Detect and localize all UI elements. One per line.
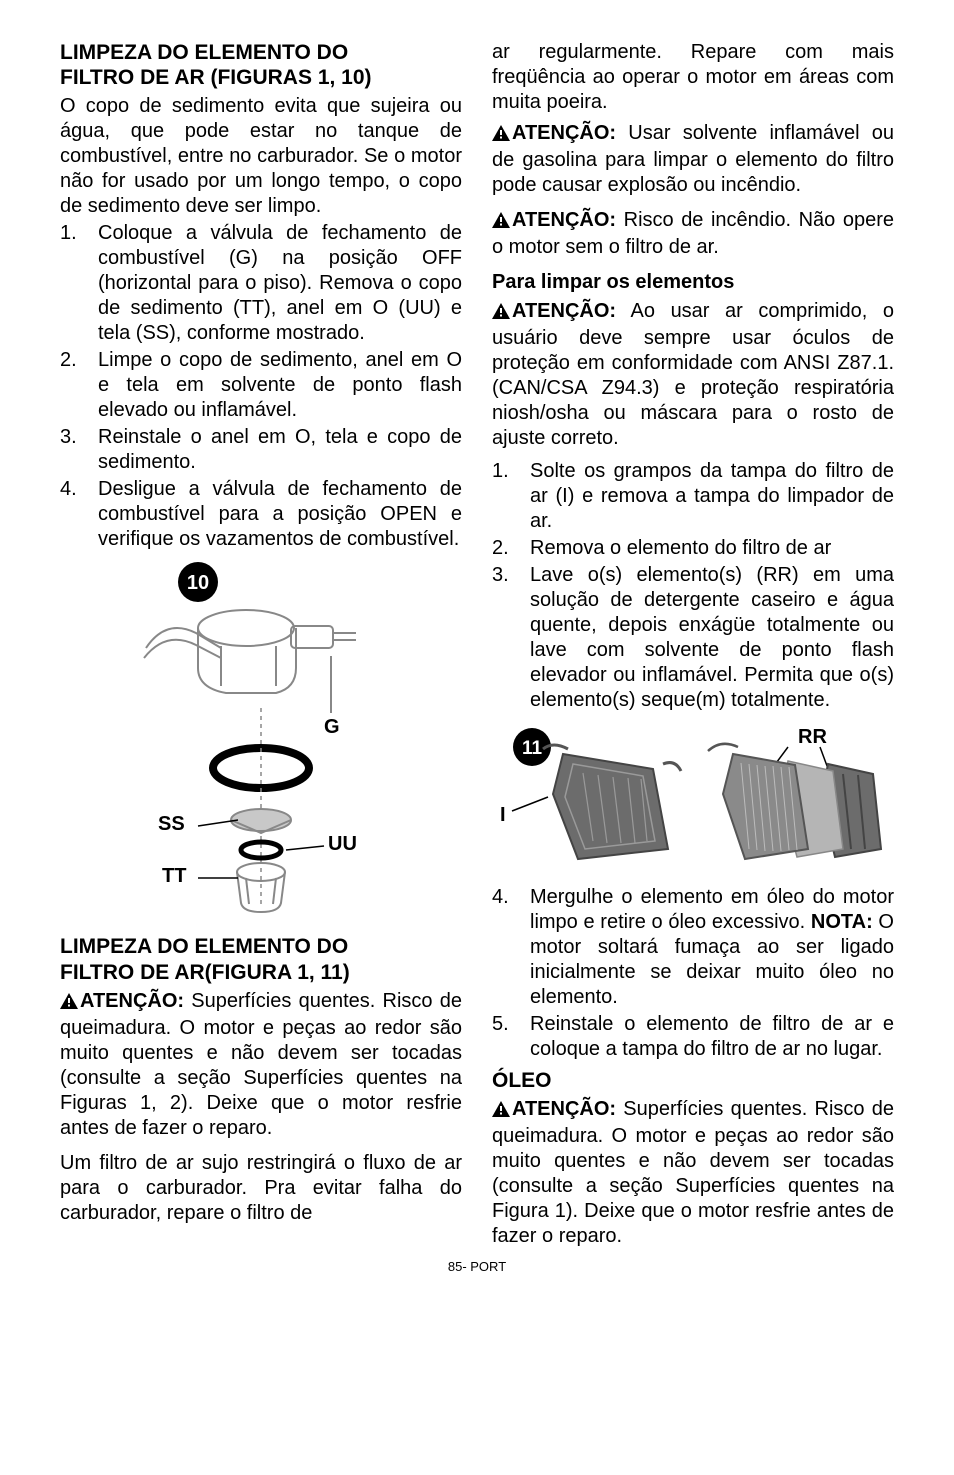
list-item-number: 4. [60, 477, 98, 552]
list-item: 1.Solte os grampos da tampa do filtro de… [492, 459, 894, 534]
list-item-text: Lave o(s) elemento(s) (RR) em uma soluçã… [530, 563, 894, 713]
warning-superficies-1: ATENÇÃO: Superfícies quentes. Risco de q… [60, 989, 462, 1141]
warning-icon [60, 991, 78, 1016]
warning-label: ATENÇÃO: [512, 209, 616, 231]
list-item: 2.Limpe o copo de sedimento, anel em O e… [60, 348, 462, 423]
list-item-text: Reinstale o anel em O, tela e copo de se… [98, 425, 462, 475]
list-item: 2.Remova o elemento do filtro de ar [492, 536, 894, 561]
heading2-line-2: FILTRO DE AR(FIGURA 1, 11) [60, 961, 350, 984]
list-sedimento-steps: 1.Coloque a válvula de fechamento de com… [60, 221, 462, 552]
figure-10-label-tt: TT [162, 865, 186, 887]
list-item-text: Solte os grampos da tampa do filtro de a… [530, 459, 894, 534]
list-item-text: Mergulhe o elemento em óleo do motor lim… [530, 885, 894, 1010]
warning-icon [492, 301, 510, 326]
figure-11: 11 RR I [488, 719, 894, 869]
figure-10-svg: 10 G [126, 558, 396, 918]
warning-label: ATENÇÃO: [512, 1098, 616, 1120]
list-item-number: 5. [492, 1012, 530, 1062]
warning-label: ATENÇÃO: [512, 300, 616, 322]
figure-10-badge-text: 10 [187, 572, 209, 594]
list-item-number: 2. [492, 536, 530, 561]
list-item-number: 3. [60, 425, 98, 475]
warning-text: Superfícies quentes. Risco de queimadura… [60, 990, 462, 1139]
list-item: 5.Reinstale o elemento de filtro de ar e… [492, 1012, 894, 1062]
list-item: 3.Lave o(s) elemento(s) (RR) em uma solu… [492, 563, 894, 713]
figure-10: 10 G [60, 558, 462, 918]
warning-text: Superfícies quentes. Risco de queimadura… [492, 1098, 894, 1247]
heading-line-2: FILTRO DE AR (FIGURAS 1, 10) [60, 66, 372, 89]
warning-icon [492, 210, 510, 235]
figure-11-svg: 11 RR I [488, 719, 888, 869]
paragraph-sedimento: O copo de sedimento evita que sujeira ou… [60, 94, 462, 219]
warning-incendio: ATENÇÃO: Risco de incêndio. Não opere o … [492, 208, 894, 260]
paragraph-filtro-sujo: Um filtro de ar sujo restringirá o fluxo… [60, 1151, 462, 1226]
figure-10-label-ss: SS [158, 813, 185, 835]
left-column: LIMPEZA DO ELEMENTO DO FILTRO DE AR (FIG… [60, 40, 462, 1249]
list-item: 1.Coloque a válvula de fechamento de com… [60, 221, 462, 346]
heading2-line-1: LIMPEZA DO ELEMENTO DO [60, 935, 348, 958]
warning-ar-comprimido: ATENÇÃO: Ao usar ar comprimido, o usuári… [492, 299, 894, 451]
warning-label: ATENÇÃO: [80, 990, 184, 1012]
list-item: 4.Mergulhe o elemento em óleo do motor l… [492, 885, 894, 1010]
heading-oleo: ÓLEO [492, 1068, 894, 1093]
list-item-text: Remova o elemento do filtro de ar [530, 536, 894, 561]
list-item: 3.Reinstale o anel em O, tela e copo de … [60, 425, 462, 475]
page-footer: 85- PORT [60, 1259, 894, 1275]
list-item-number: 1. [492, 459, 530, 534]
heading-line-1: LIMPEZA DO ELEMENTO DO [60, 41, 348, 64]
warning-solvente: ATENÇÃO: Usar solvente inflamável ou de … [492, 121, 894, 198]
figure-11-label-rr: RR [798, 726, 827, 748]
list-item: 4.Desligue a válvula de fechamento de co… [60, 477, 462, 552]
list-item-number: 1. [60, 221, 98, 346]
list-limpar-elementos: 1.Solte os grampos da tampa do filtro de… [492, 459, 894, 713]
figure-11-badge-text: 11 [522, 738, 543, 759]
warning-text: Ao usar ar comprimido, o usuário deve se… [492, 300, 894, 449]
subheading-para-limpar: Para limpar os elementos [492, 270, 894, 295]
heading-limpeza-ar-fig1-11: LIMPEZA DO ELEMENTO DO FILTRO DE AR(FIGU… [60, 934, 462, 984]
list-item-text: Coloque a válvula de fechamento de combu… [98, 221, 462, 346]
list-item-number: 2. [60, 348, 98, 423]
figure-10-label-g: G [324, 716, 340, 738]
figure-11-label-i: I [500, 804, 506, 826]
right-column: ar regularmente. Repare com mais freqüên… [492, 40, 894, 1249]
paragraph-ar-regularmente: ar regularmente. Repare com mais freqüên… [492, 40, 894, 115]
warning-icon [492, 1099, 510, 1124]
two-column-layout: LIMPEZA DO ELEMENTO DO FILTRO DE AR (FIG… [60, 40, 894, 1249]
figure-10-label-uu: UU [328, 833, 357, 855]
warning-superficies-2: ATENÇÃO: Superfícies quentes. Risco de q… [492, 1097, 894, 1249]
list-item-text: Limpe o copo de sedimento, anel em O e t… [98, 348, 462, 423]
warning-label: ATENÇÃO: [512, 122, 616, 144]
list-item-text: Desligue a válvula de fechamento de comb… [98, 477, 462, 552]
warning-icon [492, 123, 510, 148]
list-item-number: 4. [492, 885, 530, 1010]
heading-limpeza-ar-fig1-10: LIMPEZA DO ELEMENTO DO FILTRO DE AR (FIG… [60, 40, 462, 90]
list-item-text: Reinstale o elemento de filtro de ar e c… [530, 1012, 894, 1062]
nota-label: NOTA: [811, 911, 873, 933]
list-item-number: 3. [492, 563, 530, 713]
list-limpar-elementos-2: 4.Mergulhe o elemento em óleo do motor l… [492, 885, 894, 1062]
